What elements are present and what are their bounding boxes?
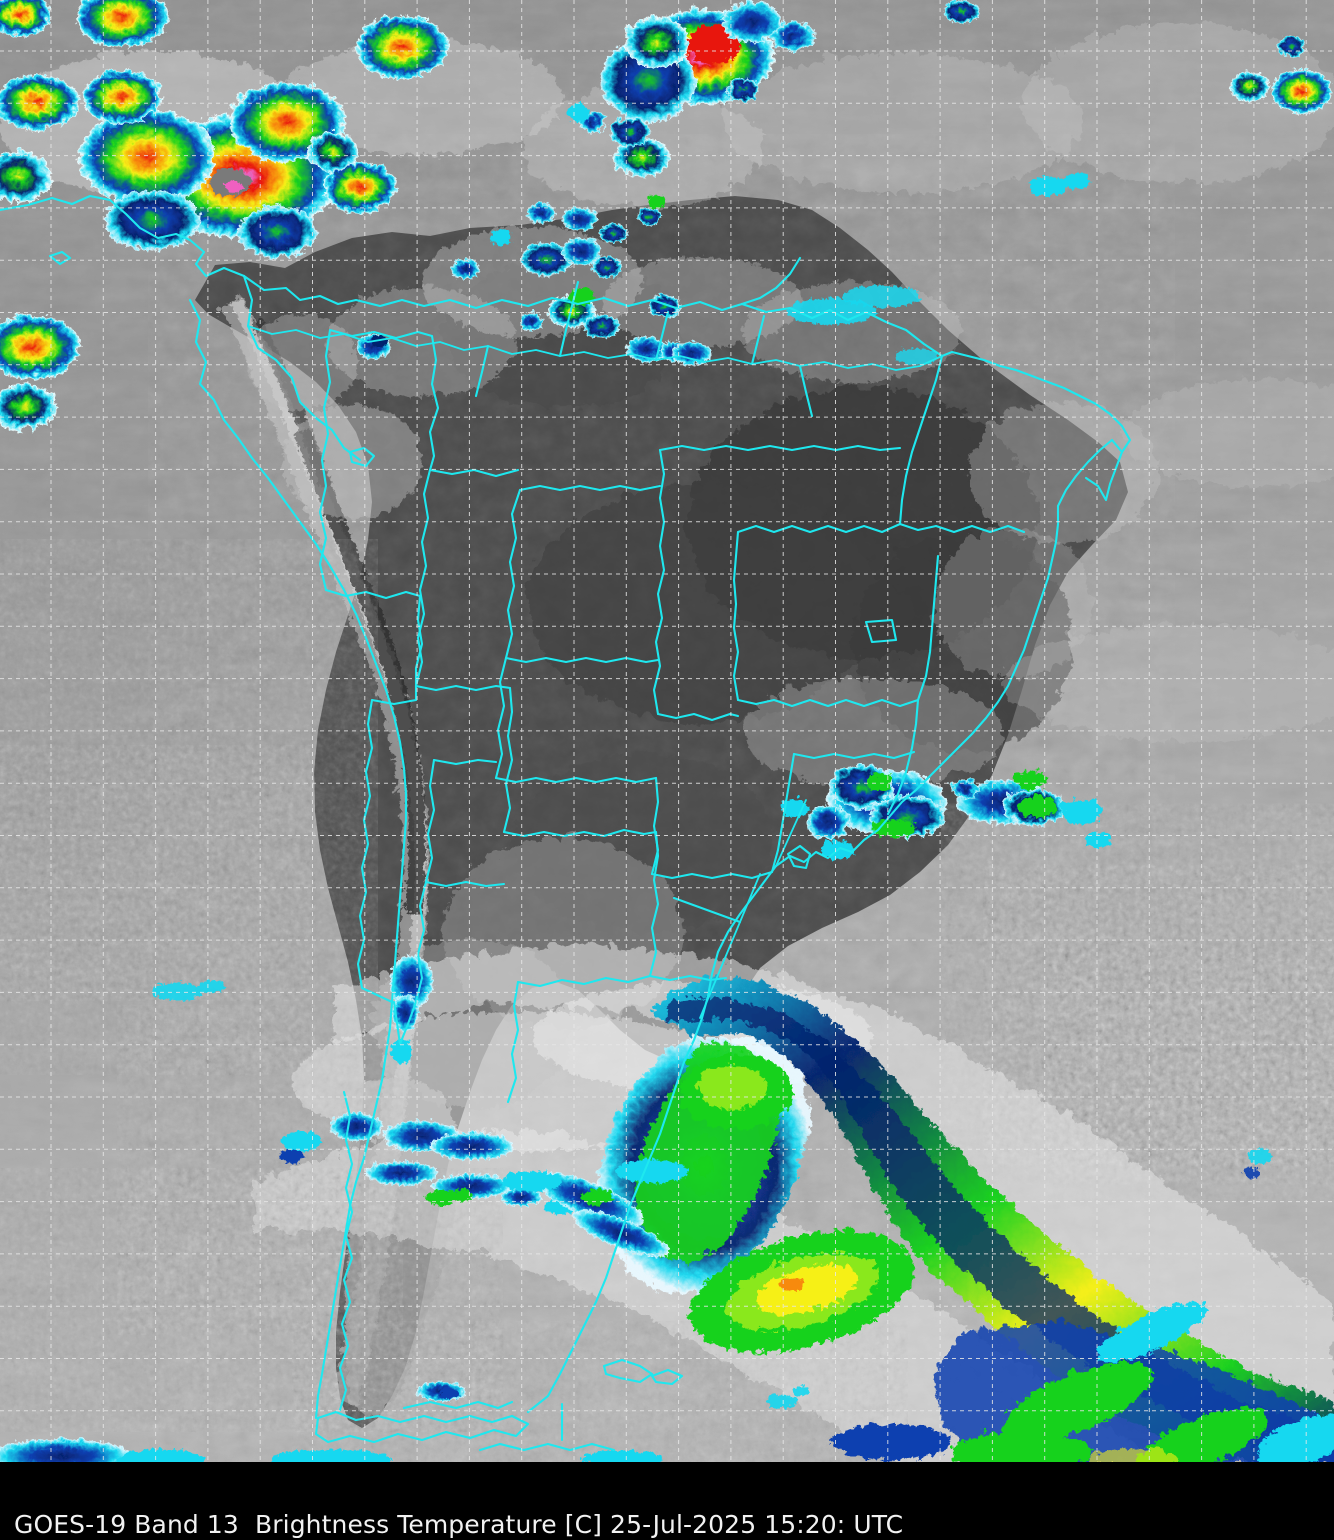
political-boundary-overlay	[0, 194, 1132, 1452]
satellite-image-frame	[0, 0, 1334, 1462]
image-caption: GOES-19 Band 13 Brightness Temperature […	[14, 1510, 904, 1539]
caption-bar	[0, 1462, 1334, 1540]
satellite-infrared-image	[0, 0, 1334, 1462]
